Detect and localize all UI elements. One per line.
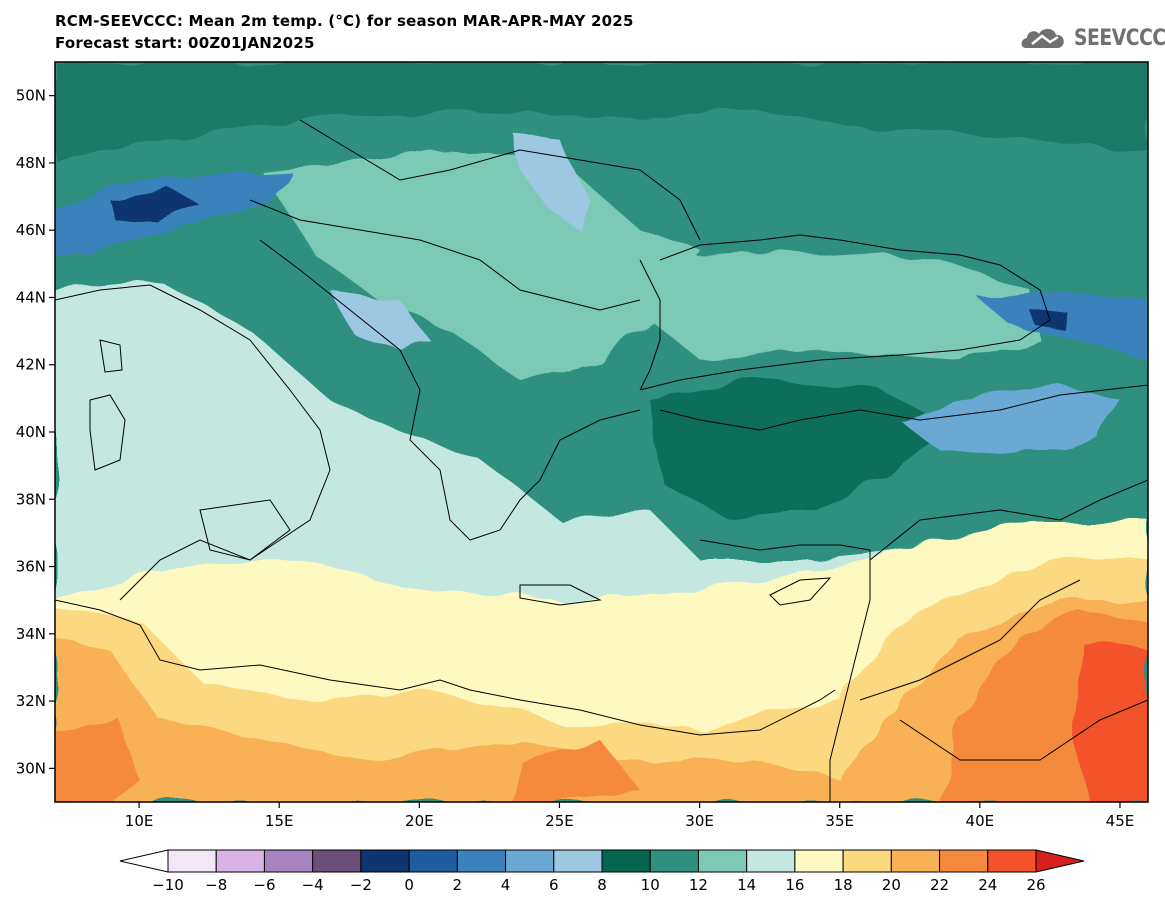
lon-tick-label: 10E [125, 812, 154, 830]
temperature-field [55, 62, 1148, 802]
colorbar-label: 4 [501, 876, 511, 894]
colorbar-label: 6 [549, 876, 559, 894]
cloud-icon [1021, 28, 1064, 48]
colorbar-label: 2 [453, 876, 463, 894]
lat-tick-label: 40N [16, 423, 46, 441]
lat-tick-label: 36N [16, 558, 46, 576]
colorbar-label: 10 [641, 876, 660, 894]
lat-tick-label: 30N [16, 759, 46, 777]
lat-tick-label: 38N [16, 490, 46, 508]
lon-tick-label: 20E [405, 812, 434, 830]
colorbar-swatch [842, 849, 892, 873]
colorbar-swatch [360, 849, 410, 873]
colorbar-swatch [263, 849, 314, 873]
colorbar-label: −8 [205, 876, 227, 894]
colorbar-swatch [890, 849, 941, 873]
lon-tick-label: 15E [265, 812, 294, 830]
lat-tick-label: 32N [16, 692, 46, 710]
colorbar-label: 12 [689, 876, 708, 894]
colorbar-label: 26 [1026, 876, 1045, 894]
colorbar: −10 −8 −6 −4 −2 0 2 4 6 8 10 12 14 16 18 20 22 24 26 [119, 849, 1085, 894]
colorbar-swatch [697, 849, 748, 873]
colorbar-label: 18 [834, 876, 853, 894]
colorbar-label: 14 [737, 876, 756, 894]
colorbar-label: −10 [152, 876, 184, 894]
colorbar-label: 24 [978, 876, 997, 894]
lon-tick-label: 45E [1106, 812, 1135, 830]
colorbar-min-arrow [119, 849, 169, 873]
lat-tick-label: 42N [16, 356, 46, 374]
colorbar-swatch [408, 849, 458, 873]
colorbar-label: −6 [253, 876, 275, 894]
latitude-axis: 30N 32N 34N 36N 38N 40N 42N 44N 46N 48N 50N [16, 87, 55, 777]
colorbar-label: 22 [930, 876, 949, 894]
colorbar-label: 0 [404, 876, 414, 894]
lon-tick-label: 35E [825, 812, 854, 830]
colorbar-swatch [505, 849, 555, 873]
seevccc-logo: SEEVCCC [1018, 22, 1165, 54]
colorbar-label: −4 [302, 876, 324, 894]
lat-tick-label: 48N [16, 154, 46, 172]
lon-tick-label: 40E [966, 812, 995, 830]
colorbar-swatch [456, 849, 507, 873]
colorbar-swatch [215, 849, 265, 873]
lon-tick-label: 30E [685, 812, 714, 830]
colorbar-swatch [794, 849, 844, 873]
forecast-start-label: Forecast start: 00Z01JAN2025 [55, 34, 315, 52]
lat-tick-label: 46N [16, 221, 46, 239]
colorbar-swatch [167, 849, 217, 873]
lat-tick-label: 50N [16, 87, 46, 105]
colorbar-label: −2 [350, 876, 372, 894]
colorbar-swatch [939, 849, 989, 873]
colorbar-swatch [649, 849, 699, 873]
colorbar-max-arrow [1035, 849, 1085, 873]
colorbar-label: 20 [882, 876, 901, 894]
colorbar-swatch [746, 849, 796, 873]
colorbar-swatch [553, 849, 603, 873]
colorbar-swatch [312, 849, 362, 873]
coastlines [55, 119, 1148, 802]
colorbar-swatch [601, 849, 651, 873]
lon-tick-label: 25E [545, 812, 574, 830]
longitude-axis: 10E 15E 20E 25E 30E 35E 40E 45E [125, 802, 1134, 830]
colorbar-label: 16 [785, 876, 804, 894]
logo-text: SEEVCCC [1074, 25, 1165, 51]
colorbar-label: 8 [597, 876, 607, 894]
lat-tick-label: 34N [16, 625, 46, 643]
lat-tick-label: 44N [16, 288, 46, 306]
map-title: RCM-SEEVCCC: Mean 2m temp. (°C) for seas… [55, 12, 634, 30]
colorbar-swatch [987, 849, 1037, 873]
